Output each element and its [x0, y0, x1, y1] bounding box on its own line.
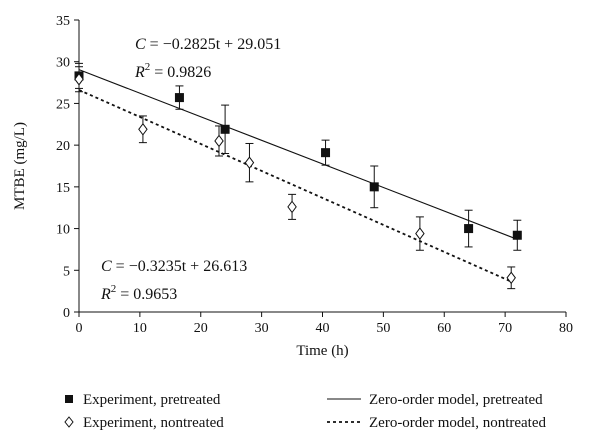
x-tick-label: 50	[376, 321, 390, 336]
legend-label: Experiment, pretreated	[83, 392, 221, 408]
plot-marks	[74, 62, 522, 290]
r-squared-exponent: 2	[145, 61, 151, 73]
data-point-nontreated	[287, 200, 297, 214]
legend-swatch-square	[65, 395, 73, 403]
r-squared-variable: R	[134, 64, 145, 81]
r-squared-2: R2 = 0.9653	[100, 283, 177, 303]
legend-label: Zero-order model, pretreated	[369, 392, 543, 408]
axes: 0 10 20 30 40 50 60 70 80 0 5 10 15 20 25 30 35 Time (h) M…	[12, 14, 573, 359]
x-tick-label: 20	[194, 321, 208, 336]
legend-label: Experiment, nontreated	[83, 415, 224, 431]
data-point-pretreated	[220, 124, 230, 134]
legend-item: Zero-order model, nontreated	[327, 415, 547, 431]
x-tick-label: 0	[76, 321, 83, 336]
equation-expression: = −0.3235t + 26.613	[112, 258, 248, 275]
x-axis-title: Time (h)	[296, 343, 348, 359]
r-squared-variable: R	[100, 286, 111, 303]
equation-2: C = −0.3235t + 26.613	[101, 258, 247, 275]
data-point-pretreated	[369, 182, 379, 192]
y-tick-label: 30	[56, 56, 70, 71]
data-point-nontreated	[506, 271, 516, 285]
model-line-pretreated	[78, 69, 518, 240]
model-line-nontreated	[78, 89, 512, 283]
y-tick-label: 5	[63, 264, 70, 279]
equation-1: C = −0.2825t + 29.051	[135, 36, 281, 53]
r-squared-value: = 0.9653	[116, 286, 177, 303]
x-tick-label: 60	[437, 321, 451, 336]
legend-swatch-diamond	[64, 416, 74, 428]
r-squared-exponent: 2	[111, 283, 117, 295]
data-point-pretreated	[174, 93, 184, 103]
x-tick-label: 40	[316, 321, 330, 336]
data-point-pretreated	[464, 224, 474, 234]
data-point-nontreated	[244, 156, 255, 169]
x-tick-label: 70	[498, 321, 512, 336]
data-point-pretreated	[321, 148, 331, 158]
r-squared-value: = 0.9826	[150, 64, 211, 81]
data-point-nontreated	[74, 72, 84, 86]
x-tick-label: 10	[133, 321, 147, 336]
equation-variable: C	[135, 36, 146, 53]
r-squared-1: R2 = 0.9826	[134, 61, 211, 81]
legend-item: Experiment, pretreated	[65, 392, 221, 408]
legend-label: Zero-order model, nontreated	[369, 415, 547, 431]
y-tick-label: 35	[56, 14, 70, 29]
legend-item: Zero-order model, pretreated	[327, 392, 543, 408]
data-point-nontreated	[214, 134, 224, 148]
legend-item: Experiment, nontreated	[64, 415, 224, 431]
y-tick-label: 10	[56, 223, 70, 238]
equation-expression: = −0.2825t + 29.051	[146, 36, 282, 53]
equation-variable: C	[101, 258, 112, 275]
data-point-nontreated	[138, 122, 148, 136]
legend: Experiment, pretreated Zero-order model, …	[64, 392, 547, 431]
y-tick-label: 25	[56, 97, 70, 112]
y-axis-title: MTBE (mg/L)	[12, 122, 28, 210]
y-tick-label: 15	[56, 181, 70, 196]
x-tick-label: 30	[255, 321, 269, 336]
y-tick-label: 20	[56, 139, 70, 154]
x-tick-label: 80	[559, 321, 573, 336]
data-point-pretreated	[512, 230, 522, 240]
y-tick-label: 0	[63, 306, 70, 321]
data-point-nontreated	[415, 227, 425, 240]
